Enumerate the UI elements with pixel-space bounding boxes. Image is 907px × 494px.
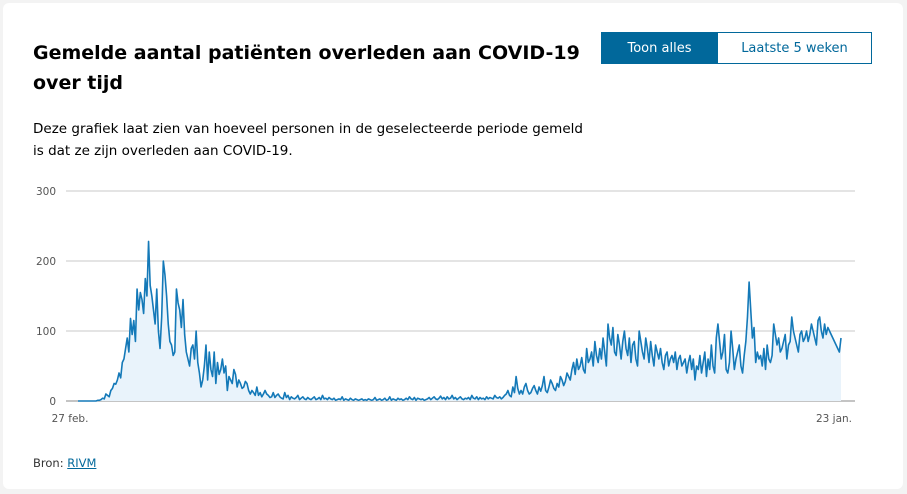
y-tick-label: 300 (36, 186, 56, 198)
series-line (78, 240, 842, 402)
chart-title: Gemelde aantal patiënten overleden aan C… (33, 42, 580, 94)
source-line: Bron: RIVM (33, 456, 96, 470)
chart-card (3, 3, 903, 489)
period-toggle: Toon alles Laatste 5 weken (601, 32, 872, 64)
x-tick-start: 27 feb. (52, 413, 89, 425)
last-5-weeks-button[interactable]: Laatste 5 weken (717, 33, 871, 63)
series-area (78, 241, 841, 401)
y-tick-label: 0 (49, 396, 56, 408)
source-link[interactable]: RIVM (67, 456, 97, 470)
y-tick-label: 200 (36, 256, 56, 268)
y-tick-label: 100 (36, 326, 56, 338)
source-label: Bron: (33, 456, 64, 470)
y-axis-ticks: 0 100 200 300 (36, 186, 56, 408)
show-all-button[interactable]: Toon alles (602, 33, 717, 63)
chart-description: Deze grafiek laat zien van hoeveel perso… (33, 121, 583, 159)
x-tick-end: 23 jan. (816, 413, 852, 425)
